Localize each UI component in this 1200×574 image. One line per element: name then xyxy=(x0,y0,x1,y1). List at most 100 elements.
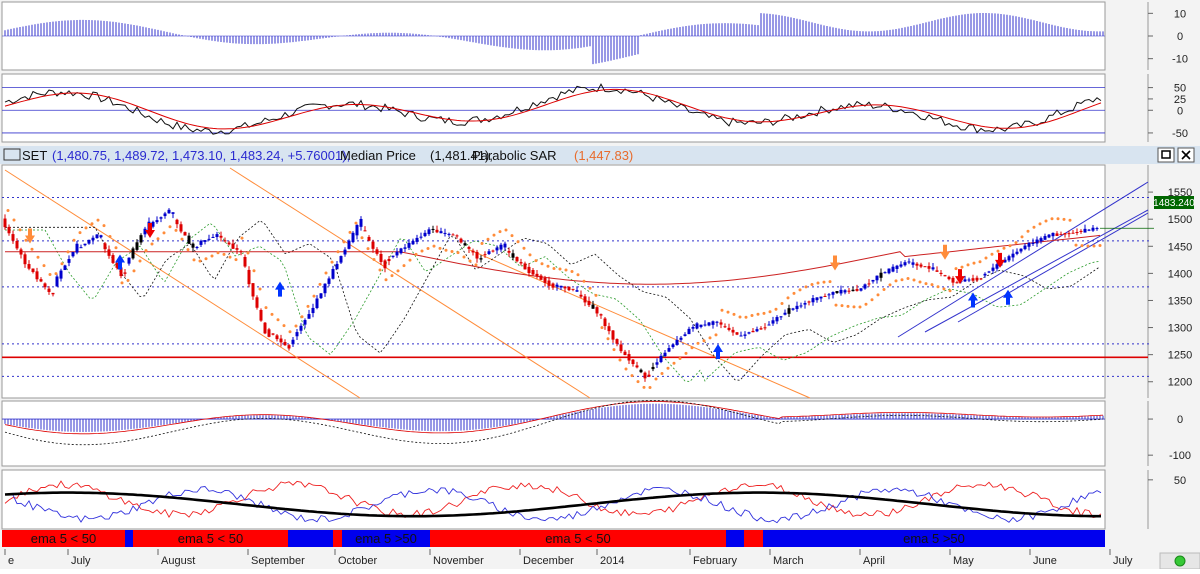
candle-body xyxy=(575,290,579,292)
y-tick-label: 0 xyxy=(1177,105,1183,117)
candle-body xyxy=(763,327,767,329)
candle-body xyxy=(431,228,435,230)
sar-dot xyxy=(300,315,304,319)
sar-dot xyxy=(330,260,334,264)
maximize-button[interactable] xyxy=(1157,147,1175,163)
candle-body xyxy=(511,253,515,258)
price-panel xyxy=(2,167,1154,399)
candle-body xyxy=(975,277,979,281)
candle-body xyxy=(1063,233,1067,235)
candle-body xyxy=(699,324,703,327)
sar-dot xyxy=(978,260,982,264)
sar-dot xyxy=(1026,229,1030,233)
candle-body xyxy=(827,294,831,296)
month-label: July xyxy=(71,555,91,567)
candle-body xyxy=(339,256,343,263)
candle-body xyxy=(743,334,747,336)
sar-dot xyxy=(942,287,946,291)
candle-body xyxy=(43,283,47,288)
candle-body xyxy=(623,351,627,356)
candle-body xyxy=(343,249,347,255)
y-tick-label: 1500 xyxy=(1168,214,1192,226)
maximize-icon xyxy=(1161,150,1171,159)
sar-dot xyxy=(198,259,202,263)
scroll-button[interactable] xyxy=(1159,552,1200,570)
close-icon xyxy=(1181,150,1191,160)
candle-body xyxy=(627,354,631,361)
sar-dot xyxy=(696,341,700,345)
candle-body xyxy=(647,374,651,377)
candle-body xyxy=(11,234,15,241)
sar-dot xyxy=(1002,246,1006,250)
sar-dot xyxy=(12,218,16,222)
macd-panel xyxy=(2,400,1105,446)
sar-dot xyxy=(150,242,154,246)
candle-body xyxy=(491,250,495,252)
sar-dot xyxy=(828,280,832,284)
candle-body xyxy=(723,326,727,328)
trend-channel-line xyxy=(897,181,1149,338)
candle-body xyxy=(247,269,251,285)
close-button[interactable] xyxy=(1177,147,1195,163)
candle-body xyxy=(367,236,371,241)
candle-body xyxy=(439,231,443,234)
panel-p4 xyxy=(1,400,1106,467)
candle-body xyxy=(19,249,23,255)
month-label: October xyxy=(338,555,377,567)
candle-body xyxy=(939,272,943,274)
candle-body xyxy=(391,255,395,257)
buy-arrow-icon xyxy=(275,281,285,297)
candle-body xyxy=(279,338,283,343)
regime-label: ema 5 >50 xyxy=(355,531,417,546)
sar-dot xyxy=(966,263,970,267)
sar-dot xyxy=(408,258,412,262)
candle-body xyxy=(875,275,879,281)
candle-body xyxy=(1027,242,1031,247)
sar-dot xyxy=(1080,244,1084,248)
sell-arrow-icon xyxy=(830,255,840,271)
sar-dot xyxy=(474,263,478,267)
sar-dot xyxy=(126,278,130,282)
sar-dot xyxy=(204,257,208,261)
sar-dot xyxy=(90,222,94,226)
sar-dot xyxy=(846,304,850,308)
candle-body xyxy=(275,335,279,340)
sar-dot xyxy=(420,249,424,253)
sar-dot xyxy=(192,258,196,262)
candle-body xyxy=(671,344,675,348)
candle-body xyxy=(379,253,383,262)
sar-dot xyxy=(210,254,214,258)
candle-body xyxy=(815,297,819,301)
candle-body xyxy=(283,342,287,346)
sar-dot xyxy=(168,225,172,229)
candle-body xyxy=(835,291,839,294)
candle-body xyxy=(1047,234,1051,238)
regime-segment xyxy=(763,530,1105,547)
candle-body xyxy=(591,304,595,309)
candle-body xyxy=(619,344,623,352)
y-tick-label: -50 xyxy=(1172,128,1188,140)
sar-dot xyxy=(270,312,274,316)
moving-average-slow xyxy=(5,234,1101,285)
sar-dot xyxy=(378,268,382,272)
candle-body xyxy=(887,268,891,274)
sar-dot xyxy=(984,256,988,260)
regime-segment xyxy=(726,530,744,547)
sar-dot xyxy=(318,282,322,286)
y-tick-label: 1250 xyxy=(1168,350,1192,362)
candle-body xyxy=(251,283,255,297)
sar-dot xyxy=(132,269,136,273)
sar-dot xyxy=(582,279,586,283)
sar-dot xyxy=(234,258,238,262)
candle-body xyxy=(611,330,615,340)
month-label: June xyxy=(1033,555,1057,567)
candle-body xyxy=(399,248,403,254)
candle-body xyxy=(263,322,267,334)
candle-body xyxy=(735,332,739,335)
candle-body xyxy=(135,242,139,250)
sar-dot xyxy=(546,264,550,268)
sar-dot xyxy=(852,305,856,309)
candle-body xyxy=(895,265,899,269)
candle-body xyxy=(795,305,799,310)
sar-dot xyxy=(486,237,490,241)
